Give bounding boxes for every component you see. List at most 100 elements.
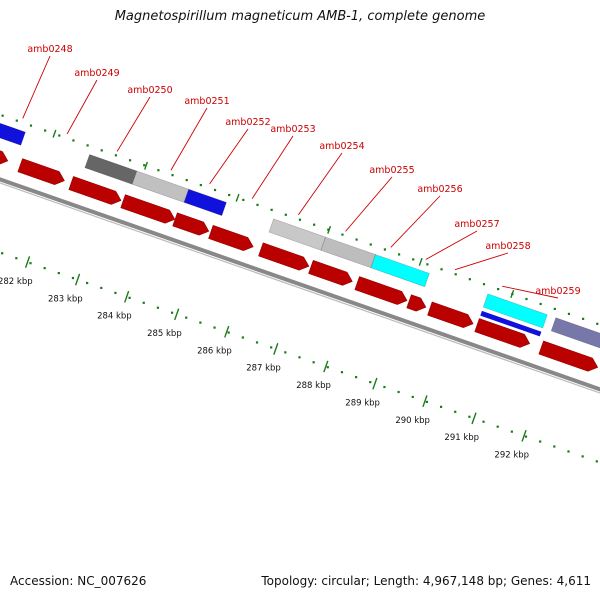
tick-dot	[355, 238, 358, 241]
tick-dot	[256, 203, 259, 206]
gene-arrow	[258, 242, 310, 271]
ruler-dot	[369, 380, 372, 384]
gene-callout-line	[502, 285, 559, 299]
ruler-dot	[595, 460, 598, 463]
tick-mark	[510, 289, 515, 298]
ruler-label: 289 kbp	[345, 398, 380, 408]
tick-mark	[327, 225, 332, 234]
gene-arrow	[17, 158, 65, 185]
gene-callout-line	[116, 96, 151, 152]
ruler-dot	[510, 430, 513, 433]
tick-mark	[418, 257, 423, 266]
gene-arrow	[308, 259, 353, 286]
gene-arrow	[172, 212, 210, 236]
ruler-dot	[156, 306, 160, 309]
ruler-dot	[57, 271, 60, 275]
tick-mark	[52, 129, 57, 138]
ruler-dot	[581, 455, 584, 458]
ruler-tick	[323, 360, 329, 373]
ruler-label: 290 kbp	[395, 416, 430, 426]
tick-mark	[144, 161, 148, 170]
ruler-dot	[298, 356, 301, 359]
gene-callout-line	[251, 135, 294, 199]
accession-label: Accession: NC_007626	[10, 574, 147, 588]
tick-dot	[426, 263, 429, 266]
tick-dot	[199, 183, 202, 187]
gene-callout-line	[209, 128, 249, 185]
ruler-dot	[213, 326, 216, 329]
ruler-dot	[284, 351, 287, 354]
tick-dot	[44, 129, 47, 132]
tick-dot	[567, 312, 571, 315]
backbone-shadow-line	[0, 182, 600, 394]
tick-dot	[440, 268, 443, 271]
tick-dot	[327, 228, 330, 231]
gene-label: amb0255	[369, 165, 414, 176]
tick-dot	[468, 278, 471, 281]
ruler-tick	[471, 412, 477, 425]
tick-dot	[1, 114, 4, 117]
gene-label: amb0250	[127, 85, 172, 96]
tick-dot	[313, 223, 316, 226]
tick-dot	[72, 139, 75, 142]
ruler-dot	[71, 276, 75, 280]
gene-label: amb0251	[184, 96, 229, 107]
tick-dot	[539, 302, 542, 306]
map-title: Magnetospirillum magneticum AMB-1, compl…	[114, 9, 486, 24]
gene-callout-line	[454, 252, 509, 271]
gene-arrow	[354, 276, 408, 305]
tick-dot	[185, 179, 188, 182]
ruler-dot	[199, 321, 202, 324]
ruler-dot	[383, 385, 386, 389]
ruler-dot	[411, 395, 414, 399]
gene-arrow	[120, 194, 176, 224]
gene-arrow	[208, 224, 254, 251]
gene-callout-line	[297, 152, 343, 216]
tick-dot	[171, 174, 174, 177]
tick-dot	[341, 233, 344, 236]
gene-label: amb0252	[225, 117, 270, 128]
ruler-dot	[454, 410, 457, 413]
tick-dot	[157, 169, 160, 172]
ruler-dot	[185, 316, 188, 319]
gene-arrow	[0, 150, 9, 165]
ruler-dot	[553, 445, 556, 448]
gene-callout-line	[345, 176, 393, 232]
ruler-dot	[524, 435, 528, 438]
ruler-dot	[29, 262, 32, 265]
backbone-line	[0, 177, 600, 392]
ruler-label: 283 kbp	[48, 294, 83, 304]
gene-arrow	[406, 294, 427, 312]
ruler-dot	[43, 267, 46, 270]
tick-dot	[482, 283, 486, 286]
ruler-dot	[539, 440, 542, 443]
ruler-dot	[397, 390, 400, 394]
ruler-tick	[124, 290, 130, 303]
ruler-dot	[1, 252, 4, 255]
tick-dot	[242, 198, 245, 202]
gene-block	[370, 254, 430, 288]
tick-dot	[228, 193, 231, 197]
ruler-dot	[439, 405, 443, 408]
ruler-tick	[174, 308, 180, 321]
tick-dot	[15, 119, 18, 122]
ruler-dot	[425, 400, 429, 404]
gene-callout-line	[22, 55, 51, 119]
tick-dot	[596, 322, 599, 325]
ruler-tick	[422, 395, 428, 408]
gene-arrow	[538, 340, 599, 372]
ruler-label: 286 kbp	[197, 346, 232, 356]
ruler-dot	[227, 331, 230, 334]
gene-block	[84, 154, 138, 185]
ruler-dot	[270, 346, 273, 349]
ruler-tick	[224, 325, 230, 338]
tick-dot	[525, 297, 528, 301]
gene-label: amb0254	[319, 141, 364, 152]
gene-callout-line	[66, 79, 98, 135]
gene-arrow	[68, 176, 122, 205]
gene-label: amb0256	[417, 184, 462, 195]
gene-block	[320, 236, 376, 269]
ruler-label: 285 kbp	[147, 329, 182, 339]
ruler-dot	[241, 336, 244, 339]
